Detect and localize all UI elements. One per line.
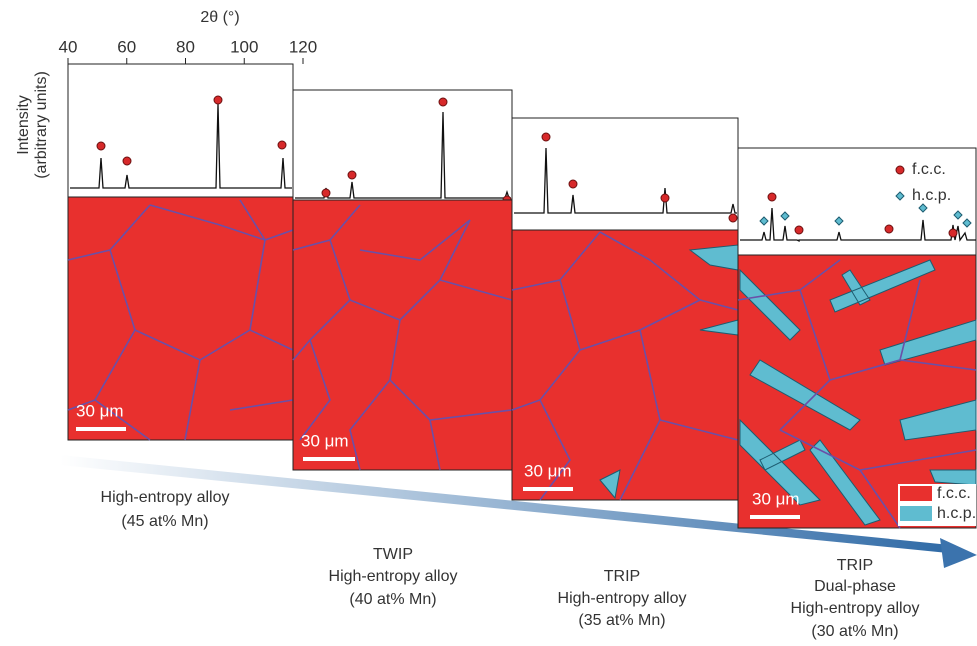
caption: (35 at% Mn) — [578, 612, 665, 629]
legend-fcc — [896, 166, 904, 174]
fcc-marker — [569, 180, 577, 188]
legend-label: f.c.c. — [912, 161, 946, 178]
legend-hcp — [900, 506, 932, 521]
scale-bar — [303, 457, 355, 461]
caption: (40 at% Mn) — [349, 591, 436, 608]
caption: High-entropy alloy — [329, 568, 458, 585]
fcc-marker — [542, 133, 550, 141]
legend-label: h.c.p. — [937, 505, 976, 522]
legend-label: f.c.c. — [937, 485, 971, 502]
caption: Dual-phase — [814, 578, 896, 595]
panel: f.c.c. h.c.p. 30 μm f.c.c. h.c.p. — [738, 148, 976, 528]
panel: 30 μm — [68, 64, 293, 440]
caption: TRIP — [604, 568, 640, 585]
caption: High-entropy alloy — [101, 489, 230, 506]
tick-label: 60 — [117, 37, 136, 56]
fcc-marker — [123, 157, 131, 165]
tick-label: 120 — [289, 37, 317, 56]
scale-bar-label: 30 μm — [524, 461, 572, 480]
tick-label: 100 — [230, 37, 258, 56]
y-label: (arbitrary units) — [33, 71, 50, 179]
panel: 30 μm — [512, 118, 738, 500]
panel: 30 μm — [293, 90, 512, 470]
fcc-marker — [214, 96, 222, 104]
fcc-marker — [949, 229, 957, 237]
caption: High-entropy alloy — [558, 590, 687, 607]
fcc-marker — [795, 226, 803, 234]
caption: TRIP — [837, 557, 873, 574]
fcc-marker — [97, 142, 105, 150]
scale-bar-label: 30 μm — [301, 431, 349, 450]
fcc-marker — [348, 171, 356, 179]
caption: High-entropy alloy — [791, 600, 920, 617]
fcc-marker — [439, 98, 447, 106]
xrd-box — [293, 90, 512, 200]
fcc-marker — [661, 194, 669, 202]
scale-bar — [523, 487, 573, 491]
fcc-marker — [729, 214, 737, 222]
arrow-head — [940, 538, 977, 568]
caption: (30 at% Mn) — [811, 623, 898, 640]
scale-bar-label: 30 μm — [752, 489, 800, 508]
axis-label: 2θ (°) — [200, 9, 239, 26]
tick-label: 40 — [59, 37, 78, 56]
fcc-marker — [322, 189, 330, 197]
figure: 2θ (°) 40 60 80 100 120 Intensity (arbitrary… — [0, 0, 977, 646]
scale-bar — [76, 427, 126, 431]
fcc-marker — [768, 193, 776, 201]
tick-label: 80 — [176, 37, 195, 56]
caption: TWIP — [373, 546, 413, 563]
legend-fcc — [900, 486, 932, 501]
legend-label: h.c.p. — [912, 187, 951, 204]
fcc-marker — [885, 225, 893, 233]
axis-ticks: 40 60 80 100 120 — [59, 37, 318, 64]
y-label: Intensity — [15, 95, 32, 155]
fcc-marker — [278, 141, 286, 149]
scale-bar — [750, 515, 800, 519]
scale-bar-label: 30 μm — [76, 401, 124, 420]
caption: (45 at% Mn) — [121, 513, 208, 530]
phase-map — [512, 230, 738, 500]
